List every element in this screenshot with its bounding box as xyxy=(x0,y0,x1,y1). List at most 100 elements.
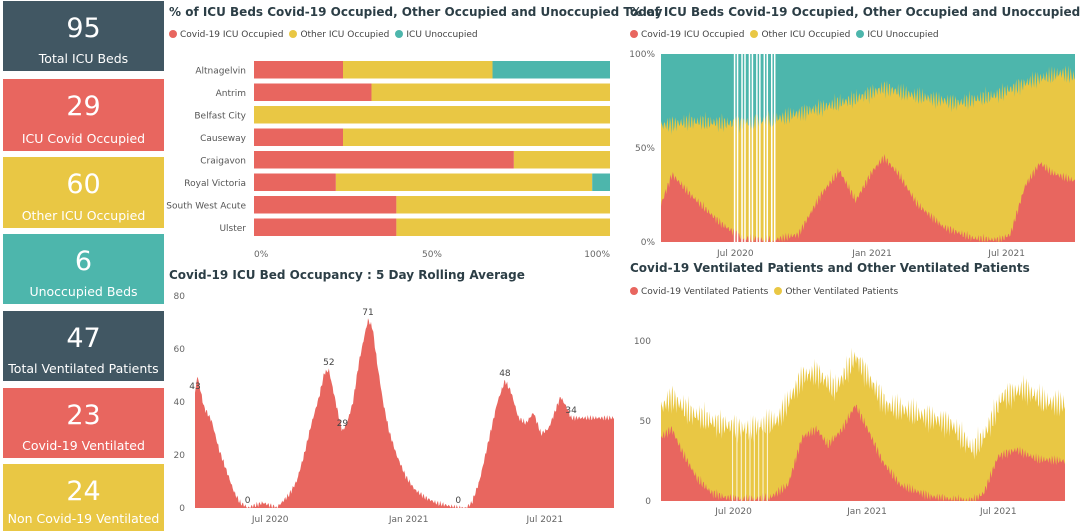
data-gap xyxy=(753,325,755,501)
legend-dot-covid xyxy=(630,30,638,38)
category-label: Altnagelvin xyxy=(195,66,246,76)
legend-dot-covid xyxy=(169,30,177,38)
bar-segment xyxy=(513,151,610,169)
kpi-value: 29 xyxy=(66,91,101,122)
legend-label-unocc: ICU Unoccupied xyxy=(867,30,939,40)
x-tick-label: Jul 2021 xyxy=(987,249,1025,259)
y-tick-label: 100 xyxy=(634,337,651,347)
y-tick-label: 80 xyxy=(174,292,186,302)
data-gap xyxy=(733,54,736,242)
bar-segment xyxy=(592,173,610,191)
bar-segment xyxy=(254,218,397,236)
kpi-card: 23 Covid-19 Ventilated xyxy=(3,388,164,458)
data-gap xyxy=(771,54,773,242)
legend-dot-covid-vent xyxy=(630,287,638,295)
kpi-value: 60 xyxy=(66,169,101,200)
bar-segment xyxy=(343,61,493,79)
data-gap xyxy=(758,325,760,501)
kpi-value: 24 xyxy=(66,476,101,507)
legend-dot-other-vent xyxy=(774,287,783,295)
data-label: 43 xyxy=(189,382,200,392)
legend-item-unocc: ICU Unoccupied xyxy=(856,30,939,40)
data-label: 48 xyxy=(499,369,511,379)
x-tick-label: Jan 2021 xyxy=(846,507,887,517)
kpi-label: Covid-19 Ventilated xyxy=(22,438,145,453)
legend-dot-other xyxy=(750,30,759,38)
data-gap xyxy=(732,325,734,501)
data-gap xyxy=(763,54,766,242)
legend-item-other-vent: Other Ventilated Patients xyxy=(774,287,898,297)
legend-item-other: Other ICU Occupied xyxy=(289,30,389,40)
data-label: 34 xyxy=(565,406,577,416)
chart2-area-chart: 0% 50% 100% Jul 2020 Jan 2021 Jul 2021 xyxy=(629,50,1075,259)
data-label: 0 xyxy=(245,496,251,506)
legend-label-covid-vent: Covid-19 Ventilated Patients xyxy=(641,287,769,297)
chart4-title: Covid-19 Ventilated Patients and Other V… xyxy=(630,261,1030,275)
bar-segment xyxy=(371,83,610,101)
kpi-card: 95 Total ICU Beds xyxy=(3,1,164,71)
kpi-value: 6 xyxy=(74,246,93,277)
x-tick-label: Jan 2021 xyxy=(851,249,892,259)
data-gap xyxy=(736,54,739,242)
y-tick-label: 100% xyxy=(629,50,655,60)
data-gap xyxy=(744,54,746,242)
data-gap xyxy=(773,54,776,242)
data-gap xyxy=(766,325,768,501)
x-tick-label: Jul 2020 xyxy=(714,507,752,517)
data-gap xyxy=(736,325,738,501)
bar-segment xyxy=(492,61,610,79)
y-tick-label: 40 xyxy=(174,398,186,408)
data-gap xyxy=(748,54,751,242)
bar-segment xyxy=(254,83,372,101)
kpi-card: 24 Non Covid-19 Ventilated xyxy=(3,464,164,531)
data-gap xyxy=(762,325,764,501)
bar-segment xyxy=(335,173,593,191)
y-tick-label: 0% xyxy=(641,238,656,248)
category-label: Causeway xyxy=(200,134,247,144)
x-tick-label: Jul 2021 xyxy=(979,507,1017,517)
legend-label-other-vent: Other Ventilated Patients xyxy=(785,287,899,297)
kpi-card: 6 Unoccupied Beds xyxy=(3,234,164,304)
bar-segment xyxy=(254,61,343,79)
bar-segment xyxy=(396,218,610,236)
x-tick-label: 100% xyxy=(584,250,610,260)
data-gap xyxy=(740,325,742,501)
kpi-card: 47 Total Ventilated Patients xyxy=(3,311,164,381)
category-label: Antrim xyxy=(216,89,246,99)
legend-dot-other xyxy=(289,30,298,38)
data-gap xyxy=(745,325,747,501)
covid-occupied-area xyxy=(661,154,1075,242)
legend-item-covid-vent: Covid-19 Ventilated Patients xyxy=(630,287,768,297)
chart3-area-chart: 0 20 40 60 80 43 0 52 29 71 0 48 34 Jul 2020 Jan 2021 J… xyxy=(174,292,614,525)
legend-item-covid: Covid-19 ICU Occupied xyxy=(169,30,283,40)
y-tick-label: 0 xyxy=(179,504,185,514)
kpi-label: Total ICU Beds xyxy=(38,51,129,66)
kpi-value: 95 xyxy=(66,13,101,44)
y-tick-label: 20 xyxy=(174,451,186,461)
data-label: 29 xyxy=(337,419,349,429)
legend-item-covid: Covid-19 ICU Occupied xyxy=(630,30,744,40)
x-tick-label: Jul 2021 xyxy=(525,515,563,525)
data-gap xyxy=(756,54,758,242)
chart1-title: % of ICU Beds Covid-19 Occupied, Other O… xyxy=(169,5,663,19)
bar-segment xyxy=(254,196,397,214)
data-gap xyxy=(766,54,769,242)
x-tick-label: Jan 2021 xyxy=(388,515,429,525)
bar-segment xyxy=(343,128,610,146)
legend-label-other: Other ICU Occupied xyxy=(300,30,390,40)
bar-segment xyxy=(254,106,610,124)
chart3-title: Covid-19 ICU Bed Occupancy : 5 Day Rolli… xyxy=(169,268,525,282)
x-tick-label: 50% xyxy=(422,250,442,260)
chart4-area-chart: 0 50 100 Jul 2020 Jan 2021 Jul 2021 xyxy=(634,325,1065,517)
x-tick-label: 0% xyxy=(254,250,269,260)
bar-segment xyxy=(254,151,514,169)
bar-segment xyxy=(254,173,336,191)
data-label: 71 xyxy=(362,308,373,318)
kpi-card: 60 Other ICU Occupied xyxy=(3,157,164,228)
kpi-label: Total Ventilated Patients xyxy=(8,361,159,376)
kpi-value: 23 xyxy=(66,400,101,431)
category-label: Royal Victoria xyxy=(184,179,246,189)
legend-label-covid: Covid-19 ICU Occupied xyxy=(180,30,284,40)
data-gap xyxy=(759,54,761,242)
kpi-label: Other ICU Occupied xyxy=(21,208,146,223)
